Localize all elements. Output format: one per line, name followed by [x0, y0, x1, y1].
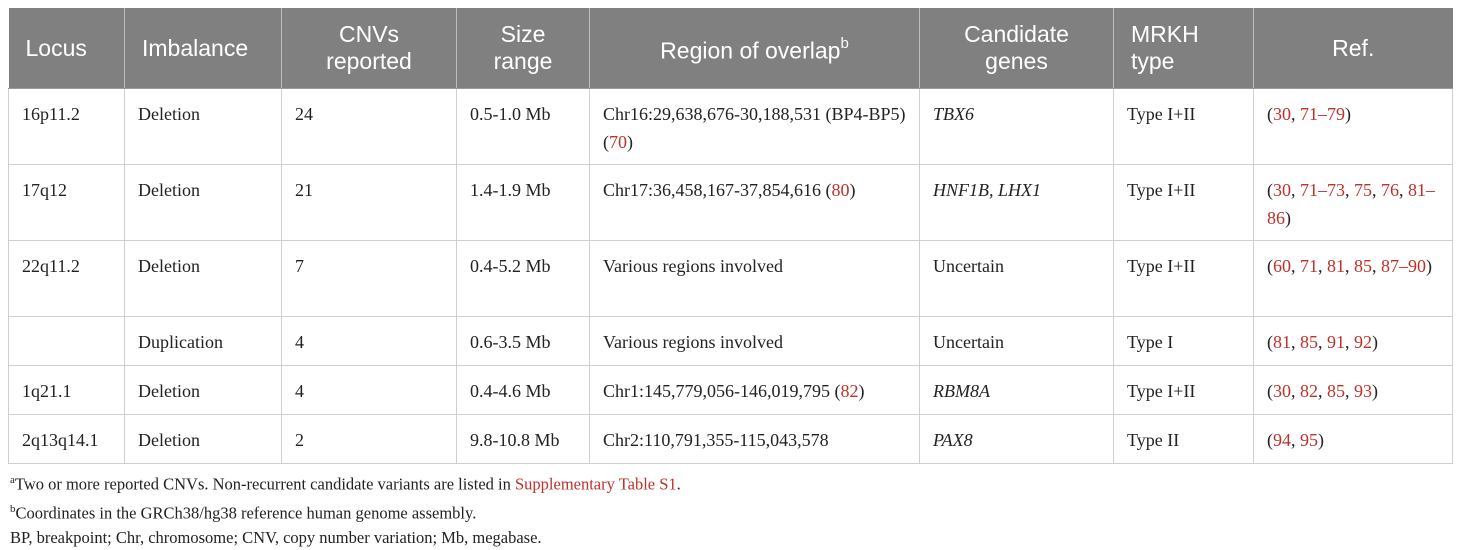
cell-genes: HNF1B, LHX1	[919, 164, 1114, 241]
cell-genes: Uncertain	[919, 240, 1114, 317]
citation-link[interactable]: 81	[1327, 256, 1345, 276]
header-cnvs: CNVs reported	[281, 8, 457, 89]
cell-cnvs: 24	[281, 88, 457, 165]
cell-genes: PAX8	[919, 414, 1114, 464]
citation-link[interactable]: 93	[1354, 381, 1372, 401]
citation-link[interactable]: 71	[1300, 256, 1318, 276]
table-row: 22q11.2 Deletion 7 0.4-5.2 Mb Various re…	[8, 240, 1453, 317]
cell-locus	[8, 316, 125, 366]
cell-size: 0.4-5.2 Mb	[456, 240, 590, 317]
table-footnotes: aTwo or more reported CNVs. Non-recurren…	[10, 468, 681, 550]
citation-link[interactable]: 30	[1273, 180, 1291, 200]
cell-mrkh: Type I	[1113, 316, 1254, 366]
citation-link[interactable]: 94	[1273, 430, 1291, 450]
header-size: Size range	[456, 8, 590, 89]
cell-region: Various regions involved	[589, 316, 920, 366]
cell-imbalance: Duplication	[124, 316, 282, 366]
cell-region: Various regions involved	[589, 240, 920, 317]
cell-size: 0.6-3.5 Mb	[456, 316, 590, 366]
citation-link[interactable]: 85	[1327, 381, 1345, 401]
cell-genes: Uncertain	[919, 316, 1114, 366]
citation-link[interactable]: 85	[1300, 332, 1318, 352]
cell-ref: (30, 71–79)	[1253, 88, 1453, 165]
cell-mrkh: Type I+II	[1113, 164, 1254, 241]
citation-link[interactable]: 76	[1381, 180, 1399, 200]
citation-link[interactable]: 82	[1300, 381, 1318, 401]
cell-imbalance: Deletion	[124, 365, 282, 415]
cell-mrkh: Type I+II	[1113, 88, 1254, 165]
citation-link[interactable]: 91	[1327, 332, 1345, 352]
citation-link[interactable]: 71–79	[1300, 104, 1345, 124]
cell-size: 9.8-10.8 Mb	[456, 414, 590, 464]
header-imbalance: Imbalance	[124, 8, 282, 89]
cell-region: Chr2:110,791,355-115,043,578	[589, 414, 920, 464]
cell-genes: RBM8A	[919, 365, 1114, 415]
header-region: Region of overlapb	[589, 8, 920, 89]
footnote-a: aTwo or more reported CNVs. Non-recurren…	[10, 474, 681, 494]
cell-size: 1.4-1.9 Mb	[456, 164, 590, 241]
cell-locus: 1q21.1	[8, 365, 125, 415]
citation-link[interactable]: 87–90	[1381, 256, 1426, 276]
cell-ref: (60, 71, 81, 85, 87–90)	[1253, 240, 1453, 317]
header-row: Locus Imbalance CNVs reported Size range R…	[8, 8, 1453, 89]
cell-ref: (30, 71–73, 75, 76, 81–86)	[1253, 164, 1453, 241]
cell-imbalance: Deletion	[124, 164, 282, 241]
citation-link[interactable]: 92	[1354, 332, 1372, 352]
citation-link[interactable]: 30	[1273, 381, 1291, 401]
cell-region: Chr1:145,779,056-146,019,795 (82)	[589, 365, 920, 415]
citation-link[interactable]: 95	[1300, 430, 1318, 450]
footnote-b: bCoordinates in the GRCh38/hg38 referenc…	[10, 502, 477, 523]
cell-cnvs: 7	[281, 240, 457, 317]
citation-link[interactable]: 70	[609, 132, 627, 152]
cell-region: Chr16:29,638,676-30,188,531 (BP4-BP5) (7…	[589, 88, 920, 165]
citation-link[interactable]: 30	[1273, 104, 1291, 124]
header-region-footnote: b	[840, 34, 849, 52]
cell-locus: 17q12	[8, 164, 125, 241]
cell-mrkh: Type I+II	[1113, 240, 1254, 317]
header-mrkh: MRKH type	[1113, 8, 1254, 89]
table-row: Duplication 4 0.6-3.5 Mb Various regions…	[8, 316, 1453, 366]
footnote-abbreviations: BP, breakpoint; Chr, chromosome; CNV, co…	[10, 528, 542, 547]
cell-region: Chr17:36,458,167-37,854,616 (80)	[589, 164, 920, 241]
cell-cnvs: 21	[281, 164, 457, 241]
cell-mrkh: Type II	[1113, 414, 1254, 464]
table-row: 1q21.1 Deletion 4 0.4-4.6 Mb Chr1:145,77…	[8, 365, 1453, 415]
citation-link[interactable]: 82	[840, 381, 859, 401]
cell-ref: (30, 82, 85, 93)	[1253, 365, 1453, 415]
cnv-table: Locus Imbalance CNVs reported Size range R…	[8, 8, 1453, 464]
supplementary-table-link[interactable]: Supplementary Table S1	[514, 474, 677, 494]
citation-link[interactable]: 80	[831, 180, 850, 200]
table-row: 16p11.2 Deletion 24 0.5-1.0 Mb Chr16:29,…	[8, 88, 1453, 165]
cell-imbalance: Deletion	[124, 414, 282, 464]
citation-link[interactable]: 75	[1354, 180, 1372, 200]
cell-genes: TBX6	[919, 88, 1114, 165]
cell-size: 0.4-4.6 Mb	[456, 365, 590, 415]
cell-ref: (94, 95)	[1253, 414, 1453, 464]
citation-link[interactable]: 85	[1354, 256, 1372, 276]
table-row: 2q13q14.1 Deletion 2 9.8-10.8 Mb Chr2:11…	[8, 414, 1453, 464]
cell-mrkh: Type I+II	[1113, 365, 1254, 415]
citation-link[interactable]: 71–73	[1300, 180, 1345, 200]
citation-link[interactable]: 60	[1273, 256, 1291, 276]
cell-ref: (81, 85, 91, 92)	[1253, 316, 1453, 366]
cell-locus: 2q13q14.1	[8, 414, 125, 464]
citation-link[interactable]: 81–86	[1267, 180, 1435, 228]
cell-imbalance: Deletion	[124, 240, 282, 317]
cell-imbalance: Deletion	[124, 88, 282, 165]
citation-link[interactable]: 81	[1273, 332, 1291, 352]
cell-locus: 22q11.2	[8, 240, 125, 317]
cell-cnvs: 4	[281, 365, 457, 415]
cell-cnvs: 2	[281, 414, 457, 464]
header-ref: Ref.	[1253, 8, 1453, 89]
cell-cnvs: 4	[281, 316, 457, 366]
header-locus: Locus	[8, 8, 125, 89]
header-genes: Candidate genes	[919, 8, 1114, 89]
table-row: 17q12 Deletion 21 1.4-1.9 Mb Chr17:36,45…	[8, 164, 1453, 241]
cell-size: 0.5-1.0 Mb	[456, 88, 590, 165]
cell-locus: 16p11.2	[8, 88, 125, 165]
